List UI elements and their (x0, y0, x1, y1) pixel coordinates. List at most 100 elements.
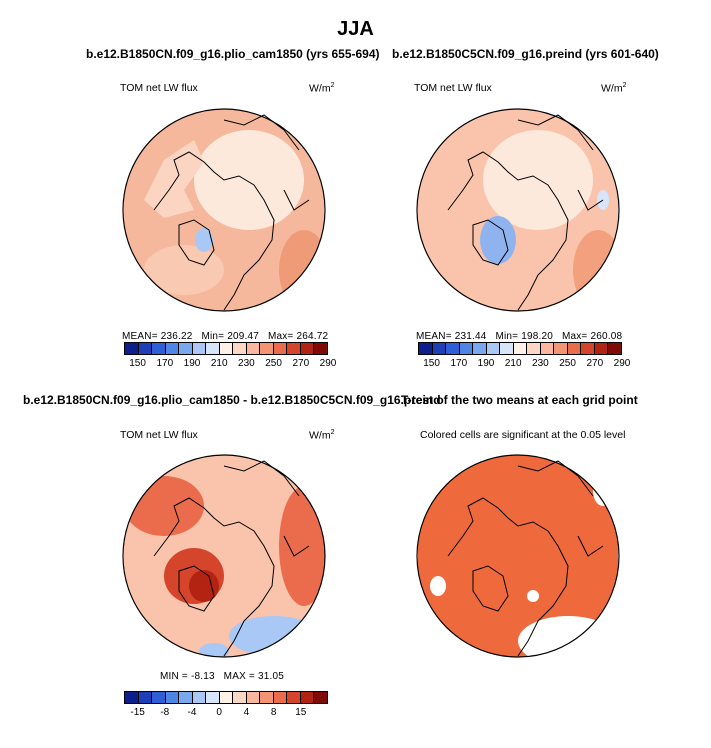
colorbar-swatch (138, 692, 153, 703)
colorbar-tick-label: 150 (129, 358, 146, 369)
colorbar-swatch (206, 343, 220, 354)
colorbar-swatch (314, 692, 327, 703)
colorbar-swatch (165, 692, 180, 703)
colorbar-swatch (500, 343, 514, 354)
panel-bl-case-title: b.e12.B1850CN.f09_g16.plio_cam1850 - b.e… (23, 393, 441, 407)
colorbar-swatch (125, 692, 139, 703)
colorbar-swatch (179, 343, 193, 354)
panel-bl-var-label: TOM net LW flux (120, 429, 198, 441)
map-nonsignificant-cells (518, 616, 618, 657)
map-cold-spot (480, 216, 516, 264)
colorbar-tick-label: -15 (130, 707, 145, 718)
colorbar-tick-label: 0 (216, 707, 222, 718)
panel-tl-units: W/m2 (309, 82, 335, 95)
colorbar-swatch (567, 343, 582, 354)
colorbar-swatch (300, 692, 315, 703)
colorbar-tick-label: 210 (210, 358, 228, 369)
colorbar-swatch (125, 343, 139, 354)
panel-tr-case-title: b.e12.B1850C5CN.f09_g16.preind (yrs 601-… (392, 47, 659, 61)
map-frame (122, 108, 326, 312)
panel-bl-units: W/m2 (309, 429, 335, 442)
colorbar-swatch (152, 343, 166, 354)
panel-tl-case-title: b.e12.B1850CN.f09_g16.plio_cam1850 (yrs … (86, 47, 380, 61)
colorbar-tick-label: 250 (265, 358, 282, 369)
panel-br-case-title: T-test of the two means at each grid poi… (401, 393, 638, 407)
colorbar-swatch (246, 343, 261, 354)
colorbar-swatch (419, 343, 433, 354)
panel-tl-var-label: TOM net LW flux (120, 82, 198, 94)
coastlines (153, 114, 310, 311)
colorbar-swatch (554, 343, 568, 354)
panel-tl-map (122, 108, 326, 312)
map-field-neutral (194, 130, 304, 230)
colorbar-swatch (527, 343, 541, 354)
panel-br-subtitle: Colored cells are significant at the 0.0… (420, 429, 626, 441)
map-frame (416, 454, 620, 658)
colorbar-tick-label: 290 (613, 358, 631, 369)
panel-tr-colorbar (418, 342, 622, 355)
colorbar-swatch (594, 343, 609, 354)
colorbar-swatch (287, 343, 301, 354)
panel-br-map (416, 454, 620, 658)
colorbar-swatch (446, 343, 460, 354)
colorbar-tick-label: -8 (160, 707, 170, 718)
colorbar-swatch (260, 692, 274, 703)
colorbar-tick-label: 170 (450, 358, 468, 369)
colorbar-swatch (138, 343, 153, 354)
panel-tl-colorbar (124, 342, 328, 355)
panel-tr-var-label: TOM net LW flux (414, 82, 492, 94)
colorbar-swatch (219, 343, 234, 354)
panel-bl-colorbar (124, 691, 328, 704)
colorbar-swatch (206, 692, 220, 703)
map-frame (122, 454, 326, 658)
colorbar-tick-label: 210 (504, 358, 522, 369)
coastlines (447, 460, 604, 657)
colorbar-swatch (300, 343, 315, 354)
panel-tr-stats: MEAN= 231.44 Min= 198.20 Max= 260.08 (416, 331, 623, 342)
colorbar-tick-label: 230 (532, 358, 549, 369)
colorbar-swatch (540, 343, 555, 354)
colorbar-tick-label: 270 (292, 358, 310, 369)
colorbar-tick-label: 15 (295, 707, 307, 718)
colorbar-swatch (233, 343, 247, 354)
colorbar-tick-label: 150 (423, 358, 440, 369)
colorbar-swatch (581, 343, 595, 354)
colorbar-swatch (314, 343, 327, 354)
coastlines (153, 460, 310, 657)
panel-bl-stats: MIN = -8.13 MAX = 31.05 (160, 671, 284, 682)
map-frame (416, 108, 620, 312)
colorbar-swatch (165, 343, 180, 354)
colorbar-swatch (432, 343, 447, 354)
map-cold-spot (195, 228, 213, 252)
colorbar-swatch (260, 343, 274, 354)
colorbar-tick-label: 8 (270, 707, 277, 718)
main-title: JJA (337, 18, 374, 40)
colorbar-swatch (473, 343, 487, 354)
map-field-neutral (483, 130, 593, 230)
colorbar-tick-label: -4 (187, 707, 197, 718)
colorbar-swatch (486, 343, 501, 354)
colorbar-tick-label: 190 (183, 358, 201, 369)
colorbar-swatch (192, 343, 207, 354)
colorbar-swatch (608, 343, 621, 354)
colorbar-tick-label: 250 (559, 358, 576, 369)
colorbar-swatch (192, 692, 207, 703)
colorbar-swatch (179, 692, 193, 703)
colorbar-swatch (233, 692, 247, 703)
colorbar-swatch (219, 692, 234, 703)
colorbar-tick-label: 170 (156, 358, 174, 369)
colorbar-swatch (152, 692, 166, 703)
panel-tr-units: W/m2 (601, 82, 627, 95)
colorbar-swatch (459, 343, 474, 354)
map-hot-spot (189, 570, 219, 602)
colorbar-tick-label: 190 (477, 358, 495, 369)
coastlines (447, 114, 604, 311)
colorbar-swatch (273, 343, 288, 354)
colorbar-tick-label: 4 (243, 707, 250, 718)
colorbar-tick-label: 290 (319, 358, 337, 369)
colorbar-swatch (273, 692, 288, 703)
colorbar-tick-label: 230 (238, 358, 255, 369)
colorbar-swatch (246, 692, 261, 703)
panel-bl-map (122, 454, 326, 658)
colorbar-swatch (287, 692, 301, 703)
